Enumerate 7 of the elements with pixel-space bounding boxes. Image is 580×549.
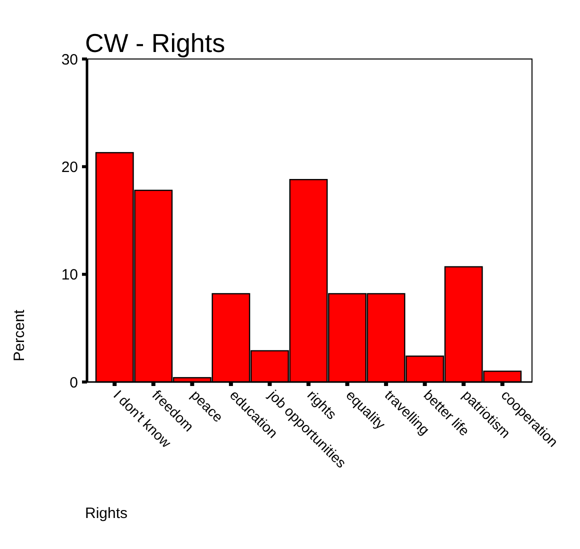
y-tick-label: 20 <box>61 158 78 176</box>
y-tick-label: 30 <box>61 51 78 68</box>
x-axis-title: Rights <box>85 505 128 522</box>
y-axis-title: Percent <box>11 308 28 362</box>
y-tick-label: 10 <box>61 266 78 284</box>
y-tick-label: 0 <box>70 374 78 392</box>
chart-title: CW - Rights <box>85 28 226 58</box>
